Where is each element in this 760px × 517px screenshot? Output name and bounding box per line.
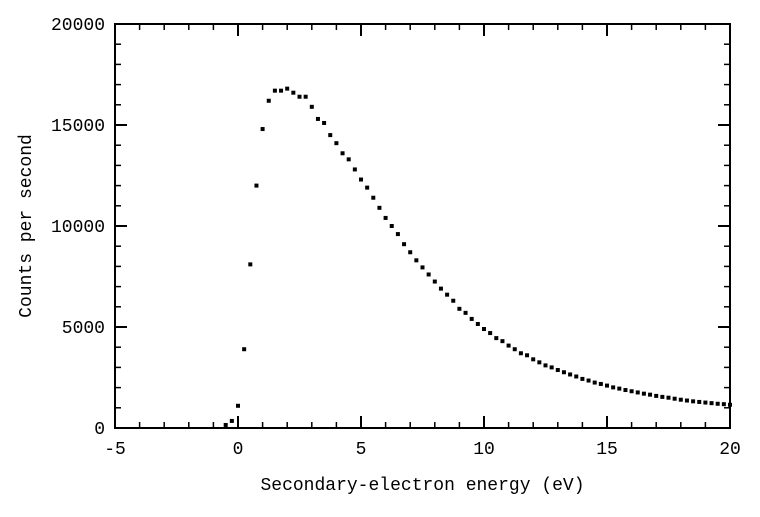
data-point bbox=[476, 322, 480, 326]
data-point bbox=[580, 377, 584, 381]
data-point bbox=[322, 121, 326, 125]
xtick-label: 20 bbox=[719, 440, 741, 460]
data-point bbox=[439, 287, 443, 291]
data-point bbox=[359, 178, 363, 182]
data-point bbox=[347, 157, 351, 161]
data-point bbox=[224, 423, 228, 427]
data-point bbox=[722, 402, 726, 406]
data-point bbox=[236, 404, 240, 408]
data-point bbox=[667, 396, 671, 400]
data-point bbox=[605, 384, 609, 388]
ytick-label: 0 bbox=[94, 420, 105, 440]
data-point bbox=[623, 388, 627, 392]
data-point bbox=[353, 167, 357, 171]
data-point bbox=[537, 360, 541, 364]
xtick-label: 5 bbox=[356, 440, 367, 460]
data-point bbox=[421, 265, 425, 269]
data-point bbox=[316, 117, 320, 121]
data-point bbox=[593, 381, 597, 385]
data-point bbox=[611, 385, 615, 389]
data-point bbox=[513, 347, 517, 351]
data-point bbox=[630, 389, 634, 393]
data-point bbox=[230, 419, 234, 423]
plot-svg: -50510152005000100001500020000Secondary-… bbox=[0, 0, 760, 517]
data-point bbox=[371, 196, 375, 200]
data-point bbox=[507, 344, 511, 348]
data-point bbox=[556, 368, 560, 372]
data-point bbox=[254, 184, 258, 188]
data-point bbox=[691, 399, 695, 403]
data-point bbox=[525, 353, 529, 357]
y-axis-label: Counts per second bbox=[17, 134, 37, 318]
ytick-label: 10000 bbox=[51, 218, 105, 238]
data-point bbox=[562, 370, 566, 374]
data-point bbox=[457, 307, 461, 311]
figure: -50510152005000100001500020000Secondary-… bbox=[0, 0, 760, 517]
data-point bbox=[402, 242, 406, 246]
data-point bbox=[334, 141, 338, 145]
data-point bbox=[298, 95, 302, 99]
data-point bbox=[328, 133, 332, 137]
xtick-label: 10 bbox=[473, 440, 495, 460]
data-point bbox=[697, 400, 701, 404]
data-point bbox=[408, 250, 412, 254]
data-point bbox=[341, 151, 345, 155]
data-point bbox=[728, 403, 732, 407]
data-point bbox=[494, 336, 498, 340]
data-point bbox=[568, 372, 572, 376]
data-point bbox=[710, 401, 714, 405]
data-point bbox=[427, 272, 431, 276]
data-point bbox=[716, 402, 720, 406]
x-axis-label: Secondary-electron energy (eV) bbox=[260, 476, 584, 496]
data-point bbox=[642, 392, 646, 396]
data-point bbox=[531, 357, 535, 361]
data-point bbox=[673, 397, 677, 401]
data-point bbox=[648, 393, 652, 397]
data-point bbox=[433, 280, 437, 284]
data-point bbox=[544, 363, 548, 367]
data-point bbox=[488, 331, 492, 335]
data-point bbox=[703, 401, 707, 405]
data-point bbox=[242, 347, 246, 351]
data-point bbox=[414, 258, 418, 262]
data-point bbox=[396, 232, 400, 236]
data-point bbox=[660, 395, 664, 399]
xtick-label: 15 bbox=[596, 440, 618, 460]
data-point bbox=[617, 387, 621, 391]
data-point bbox=[685, 399, 689, 403]
xtick-label: 0 bbox=[233, 440, 244, 460]
data-point bbox=[445, 293, 449, 297]
data-point bbox=[304, 95, 308, 99]
data-point bbox=[451, 299, 455, 303]
data-point bbox=[384, 216, 388, 220]
data-point bbox=[273, 89, 277, 93]
ytick-label: 15000 bbox=[51, 117, 105, 137]
data-point bbox=[599, 382, 603, 386]
data-point bbox=[519, 351, 523, 355]
data-point bbox=[390, 224, 394, 228]
ytick-label: 20000 bbox=[51, 16, 105, 36]
data-point bbox=[482, 327, 486, 331]
data-point bbox=[291, 91, 295, 95]
data-point bbox=[464, 311, 468, 315]
data-point bbox=[377, 206, 381, 210]
data-point bbox=[654, 394, 658, 398]
data-point bbox=[261, 127, 265, 131]
data-point bbox=[310, 105, 314, 109]
data-point bbox=[470, 317, 474, 321]
data-point bbox=[248, 262, 252, 266]
xtick-label: -5 bbox=[104, 440, 126, 460]
data-point bbox=[679, 398, 683, 402]
data-point bbox=[267, 99, 271, 103]
data-point bbox=[365, 186, 369, 190]
data-point bbox=[285, 87, 289, 91]
data-point bbox=[550, 365, 554, 369]
data-point bbox=[587, 379, 591, 383]
data-point bbox=[500, 339, 504, 343]
data-point bbox=[574, 374, 578, 378]
data-point bbox=[279, 89, 283, 93]
data-point bbox=[636, 390, 640, 394]
ytick-label: 5000 bbox=[62, 319, 105, 339]
